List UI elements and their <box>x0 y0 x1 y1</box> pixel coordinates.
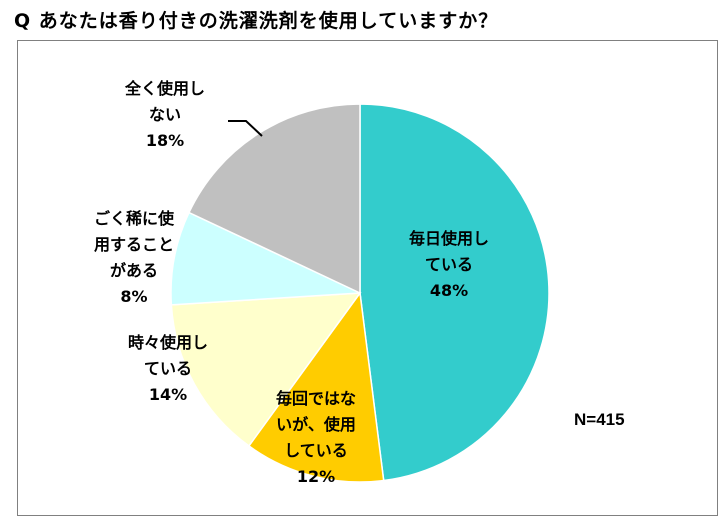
slice-label-not-every-time: 毎回ではな いが、使用 している 12% <box>275 389 356 486</box>
slice-label-sometimes: 時々使用し ている 14% <box>127 333 208 404</box>
chart-title: Q あなたは香り付きの洗濯洗剤を使用していますか？ <box>14 10 499 32</box>
slice-daily <box>359 103 550 482</box>
slice-sometimes <box>170 292 362 447</box>
chart-frame <box>17 40 718 516</box>
slice-label-rarely: ごく稀に使 用すること がある 8% <box>93 209 174 306</box>
slice-not-every-time <box>247 291 385 483</box>
slice-label-never: 全く使用し ない 18% <box>124 79 205 150</box>
slice-label-daily: 毎日使用し ている 48% <box>408 229 489 300</box>
leader-line-never <box>228 120 263 137</box>
slice-rarely <box>170 211 361 306</box>
sample-size-note: N=415 <box>574 410 625 429</box>
